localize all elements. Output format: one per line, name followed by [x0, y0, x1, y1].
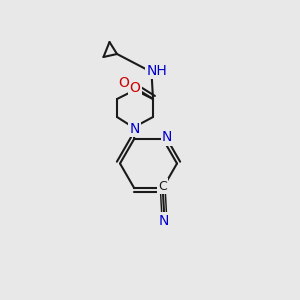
Text: O: O	[118, 76, 129, 90]
Text: O: O	[130, 82, 140, 95]
Text: NH: NH	[146, 64, 167, 78]
Text: N: N	[159, 214, 169, 228]
Text: N: N	[129, 122, 140, 136]
Text: N: N	[162, 130, 172, 144]
Text: C: C	[158, 180, 167, 193]
